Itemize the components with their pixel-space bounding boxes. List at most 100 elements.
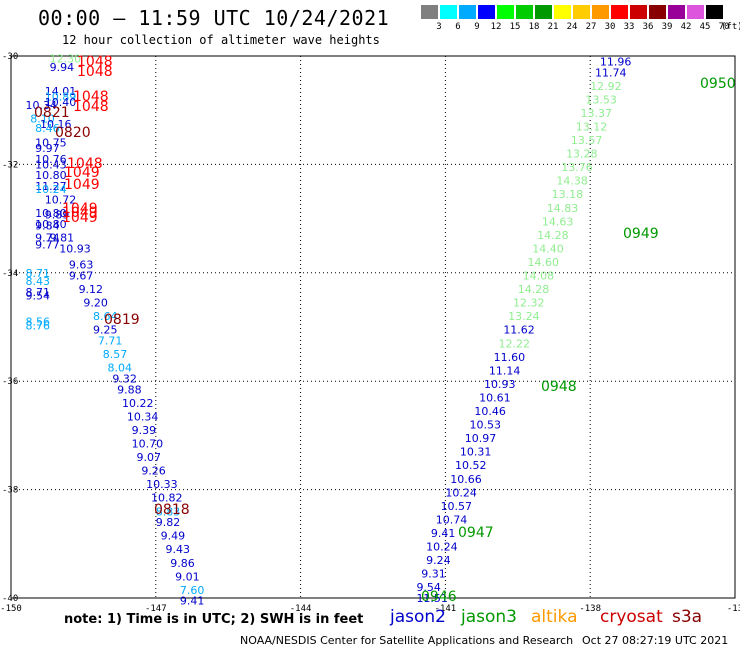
satellite-jason3: jason3	[461, 607, 517, 627]
data-point-label: 11.62	[503, 324, 535, 337]
data-point-label: 10.61	[479, 391, 511, 404]
data-point-label: 14.60	[527, 256, 559, 269]
data-point-label: 14.40	[532, 242, 564, 255]
legend-swatch	[706, 5, 723, 19]
satellite-s3a: s3a	[672, 607, 703, 627]
legend-label: 3	[436, 22, 442, 32]
pass-time-label: 1048	[77, 64, 113, 80]
data-point-label: 9.49	[161, 530, 186, 543]
data-point-label: 9.25	[93, 324, 118, 337]
data-point-label: 7.71	[98, 335, 123, 348]
legend-swatch	[516, 5, 533, 19]
plot-frame	[10, 55, 736, 599]
data-point-label: 10.97	[465, 432, 497, 445]
data-point-label: 12.92	[590, 80, 622, 93]
legend-unit: (ft)	[721, 22, 740, 32]
data-point-label: 11.96	[600, 55, 632, 68]
data-point-label: 10.72	[45, 194, 77, 207]
legend-swatch	[611, 5, 628, 19]
satellite-cryosat: cryosat	[600, 607, 663, 627]
data-point-label: 8.76	[25, 319, 50, 332]
legend-label: 45	[699, 22, 711, 32]
x-tick-label: -144	[290, 604, 312, 614]
y-tick-label: -40	[2, 594, 18, 604]
pass-time-label: 0821	[34, 105, 70, 121]
pass-time-label: 1048	[67, 156, 103, 172]
footer-note: note: 1) Time is in UTC; 2) SWH is in fe…	[64, 612, 364, 627]
data-point-label: 10.34	[25, 99, 57, 112]
legend-label: 12	[490, 22, 502, 32]
data-point-label: 8.83	[156, 505, 181, 518]
data-point-label: 12.30	[50, 53, 82, 66]
pass-time-label: 0947	[458, 525, 494, 541]
data-point-label: 7.60	[180, 584, 205, 597]
data-point-label: 14.08	[523, 270, 555, 283]
data-point-label: 10.40	[45, 96, 77, 109]
legend-label: 18	[528, 22, 540, 32]
data-point-label: 9.88	[117, 383, 142, 396]
data-point-label: 10.93	[484, 378, 515, 391]
data-point-label: 9.01	[175, 570, 200, 583]
data-point-label: 9.26	[141, 465, 166, 478]
data-point-label: 12.22	[498, 337, 530, 350]
legend-swatch	[535, 5, 552, 19]
legend-swatch	[649, 5, 666, 19]
data-point-label: 13.76	[561, 161, 593, 174]
legend-label: 24	[566, 22, 578, 32]
data-point-label: 10.93	[59, 242, 90, 255]
data-point-label: 10.66	[450, 473, 482, 486]
legend-swatch	[668, 5, 685, 19]
data-point-label: 8.57	[103, 348, 128, 361]
data-point-label: 10.82	[151, 492, 183, 505]
data-point-label: 8.64	[93, 310, 118, 323]
data-point-label: 9.39	[132, 424, 157, 437]
legend-label: 36	[642, 22, 654, 32]
data-point-label: 9.84	[35, 220, 60, 233]
data-point-label: 9.54	[25, 290, 50, 303]
pass-time-label: 0950	[700, 76, 736, 92]
legend-label: 15	[509, 22, 521, 32]
data-point-label: 10.52	[455, 459, 487, 472]
data-point-label: 12.32	[513, 297, 545, 310]
legend-label: 9	[474, 22, 480, 32]
data-point-label: 9.43	[165, 543, 190, 556]
data-point-label: 14.38	[556, 175, 588, 188]
legend-swatch	[497, 5, 514, 19]
data-point-label: 9.81	[50, 232, 75, 245]
data-point-label: 9.07	[136, 451, 161, 464]
legend-swatch	[592, 5, 609, 19]
data-point-label: 10.70	[132, 438, 164, 451]
data-point-label: 11.60	[494, 351, 525, 364]
footer-timestamp: Oct 27 08:27:19 UTC 2021	[582, 634, 729, 647]
data-point-label: 10.33	[146, 478, 178, 491]
data-point-label: 10.57	[441, 500, 473, 513]
satellite-altika: altika	[531, 607, 578, 627]
legend-swatch	[421, 5, 438, 19]
data-point-label: 13.28	[566, 148, 598, 161]
data-point-label: 14.28	[537, 229, 569, 242]
pass-time-label: 1049	[62, 210, 98, 226]
data-point-label: 10.24	[426, 541, 458, 554]
pass-time-label: 1049	[62, 205, 98, 221]
data-point-label: 13.37	[581, 107, 613, 120]
pass-time-label: 0820	[55, 125, 91, 141]
data-point-label: 8.10	[30, 112, 55, 125]
x-tick-label: -150	[0, 604, 22, 614]
data-point-label: 10.31	[460, 446, 492, 459]
data-point-label: 9.97	[35, 142, 60, 155]
data-point-label: 9.74	[35, 232, 60, 245]
legend-swatch	[630, 5, 647, 19]
data-point-label: 8.56	[25, 316, 50, 329]
page-subtitle: 12 hour collection of altimeter wave hei…	[62, 33, 380, 47]
legend-swatch	[687, 5, 704, 19]
legend-swatch	[573, 5, 590, 19]
data-point-label: 9.32	[112, 372, 137, 385]
x-tick-label: -147	[145, 604, 167, 614]
data-point-label: 9.89	[45, 208, 70, 221]
data-point-label: 9.20	[83, 297, 108, 310]
data-point-label: 8.04	[108, 362, 132, 375]
data-point-label: 10.80	[35, 218, 66, 231]
legend-label: 39	[661, 22, 673, 32]
data-point-label: 14.28	[518, 283, 550, 296]
